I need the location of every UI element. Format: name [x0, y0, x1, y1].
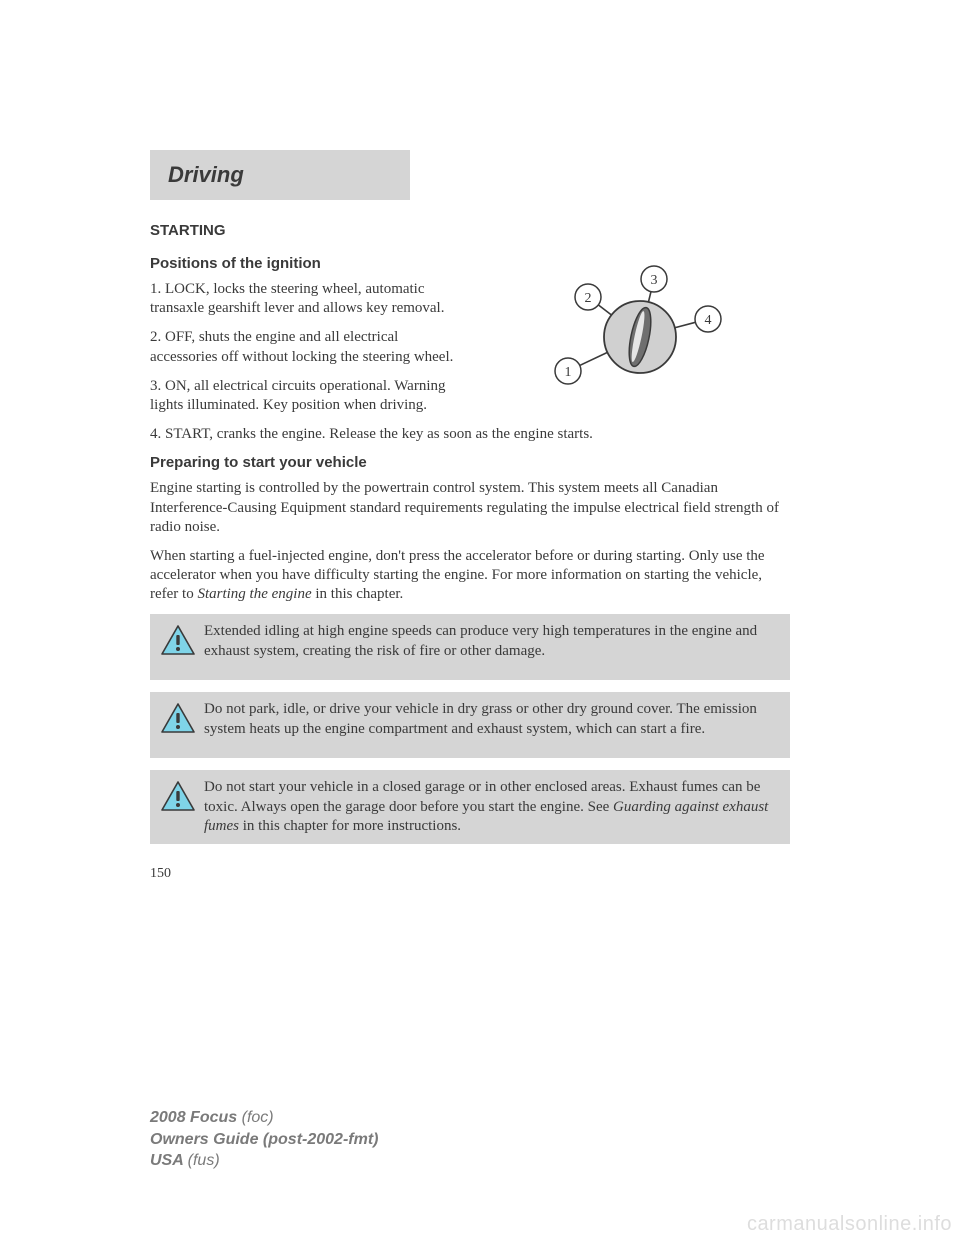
- svg-text:4: 4: [705, 313, 712, 328]
- svg-text:2: 2: [585, 291, 592, 306]
- footer-l1a: 2008 Focus: [150, 1109, 242, 1126]
- warning-text-1: Extended idling at high engine speeds ca…: [204, 623, 757, 658]
- warning-text-3: Do not start your vehicle in a closed ga…: [204, 779, 768, 833]
- positions-text-col: 1. LOCK, locks the steering wheel, autom…: [150, 280, 460, 415]
- ignition-diagram: 1 2 3 4: [510, 255, 730, 405]
- warning-text-2: Do not park, idle, or drive your vehicle…: [204, 701, 757, 736]
- footer-line-2: Owners Guide (post-2002-fmt): [150, 1129, 378, 1151]
- chapter-title: Driving: [168, 162, 244, 187]
- content-area: Driving STARTING Positions of the igniti…: [150, 150, 790, 882]
- position-2: 2. OFF, shuts the engine and all electri…: [150, 328, 460, 366]
- preparing-para-2: When starting a fuel-injected engine, do…: [150, 547, 790, 605]
- footer-l3a: USA: [150, 1152, 188, 1169]
- page: Driving STARTING Positions of the igniti…: [0, 0, 960, 1242]
- preparing-para-1: Engine starting is controlled by the pow…: [150, 479, 790, 537]
- chapter-tab: Driving: [150, 150, 410, 200]
- warning-box-2: Do not park, idle, or drive your vehicle…: [150, 692, 790, 758]
- warn3c: in this chapter for more instructions.: [239, 818, 461, 834]
- footer-l2a: Owners Guide (post-2002-fmt): [150, 1131, 378, 1148]
- warning-icon: [160, 624, 196, 661]
- prep2c: in this chapter.: [312, 586, 404, 602]
- footer-line-1: 2008 Focus (foc): [150, 1107, 378, 1129]
- heading-preparing: Preparing to start your vehicle: [150, 454, 790, 471]
- footer-l1b: (foc): [242, 1109, 274, 1126]
- svg-text:3: 3: [651, 273, 658, 288]
- heading-starting: STARTING: [150, 222, 790, 239]
- page-number: 150: [150, 866, 790, 882]
- warning-box-1: Extended idling at high engine speeds ca…: [150, 614, 790, 680]
- watermark: carmanualsonline.info: [747, 1213, 952, 1236]
- footer-line-3: USA (fus): [150, 1150, 378, 1172]
- svg-text:1: 1: [565, 365, 572, 380]
- warning-box-3: Do not start your vehicle in a closed ga…: [150, 770, 790, 844]
- position-1: 1. LOCK, locks the steering wheel, autom…: [150, 280, 460, 318]
- ignition-svg: 1 2 3 4: [510, 255, 730, 405]
- position-4: 4. START, cranks the engine. Release the…: [150, 425, 790, 444]
- position-3: 3. ON, all electrical circuits operation…: [150, 377, 460, 415]
- prep2b: Starting the engine: [197, 586, 311, 602]
- footer: 2008 Focus (foc) Owners Guide (post-2002…: [150, 1107, 378, 1172]
- footer-l3b: (fus): [188, 1152, 220, 1169]
- positions-section: Positions of the ignition 1. LOCK, locks…: [150, 255, 790, 415]
- warning-icon: [160, 702, 196, 739]
- warning-icon: [160, 780, 196, 817]
